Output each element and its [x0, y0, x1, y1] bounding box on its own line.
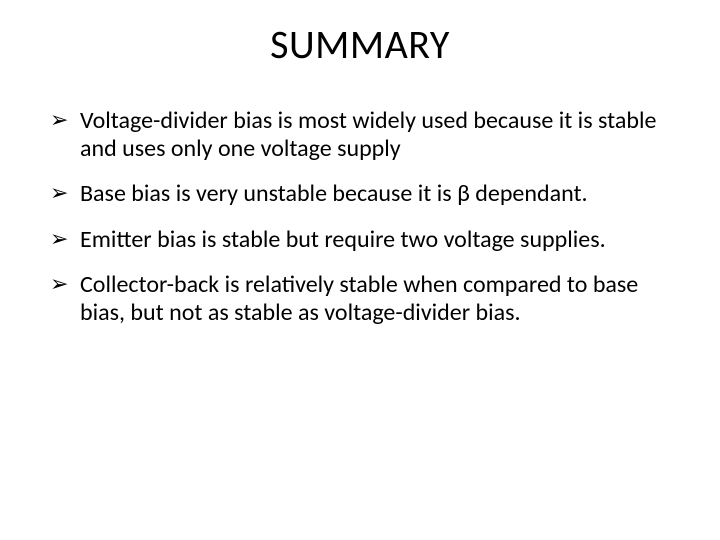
- list-item: Collector-back is relatively stable when…: [50, 271, 670, 326]
- slide-container: SUMMARY Voltage-divider bias is most wid…: [0, 0, 720, 540]
- list-item: Voltage-divider bias is most widely used…: [50, 107, 670, 162]
- slide-title: SUMMARY: [50, 20, 670, 69]
- list-item: Emitter bias is stable but require two v…: [50, 226, 670, 254]
- bullet-list: Voltage-divider bias is most widely used…: [50, 107, 670, 327]
- list-item: Base bias is very unstable because it is…: [50, 180, 670, 208]
